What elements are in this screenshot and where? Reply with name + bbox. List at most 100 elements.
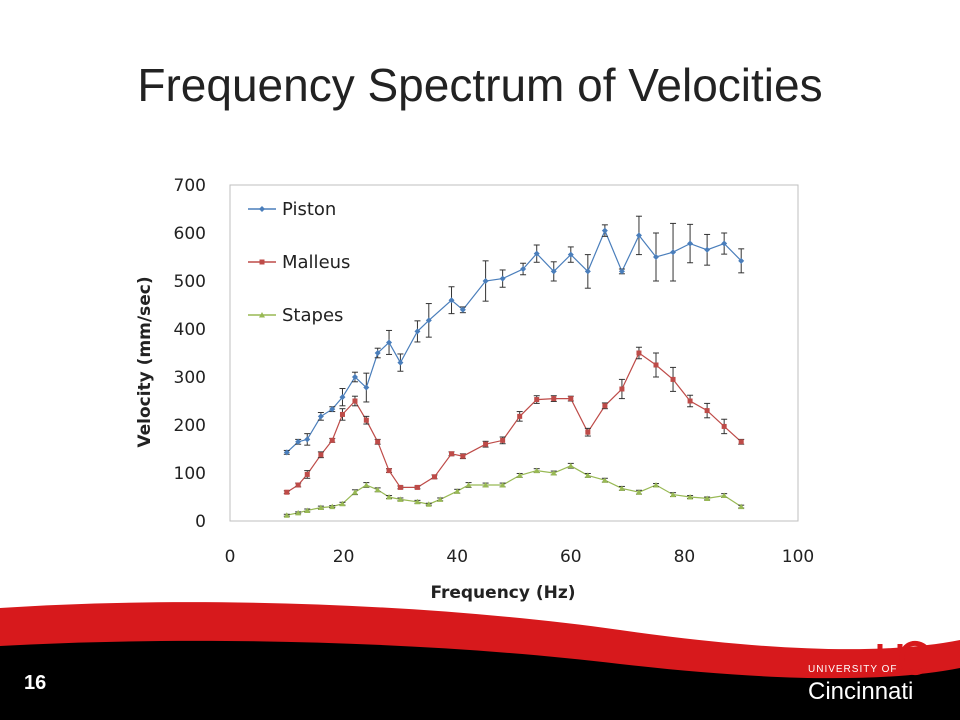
data-point	[431, 474, 437, 480]
data-point	[601, 477, 608, 483]
data-point	[533, 250, 540, 257]
series-piston	[283, 215, 745, 456]
data-point	[721, 492, 728, 499]
data-point	[363, 384, 370, 391]
data-point	[363, 482, 370, 488]
data-point	[687, 240, 694, 247]
data-point	[618, 268, 625, 275]
x-tick-label: 80	[674, 547, 696, 567]
data-point	[414, 498, 421, 505]
legend-label: Piston	[282, 199, 336, 220]
data-point	[687, 398, 693, 404]
data-point	[414, 484, 420, 490]
data-point	[482, 482, 489, 488]
data-point	[375, 439, 381, 445]
data-point	[460, 453, 466, 459]
y-axis-title: Velocity (mm/sec)	[135, 276, 155, 447]
legend-entry: Malleus	[248, 252, 350, 273]
data-point	[318, 452, 324, 458]
legend-marker	[259, 259, 265, 265]
data-point	[414, 328, 421, 335]
data-point	[295, 438, 302, 445]
data-point	[351, 374, 358, 380]
legend-marker	[259, 312, 265, 318]
data-point	[636, 350, 642, 356]
data-point	[653, 362, 659, 368]
data-point	[425, 501, 432, 507]
data-point	[635, 489, 642, 495]
data-point	[283, 449, 290, 456]
data-point	[363, 417, 369, 423]
data-point	[670, 376, 676, 382]
data-point	[721, 423, 727, 429]
data-point	[284, 489, 290, 495]
data-point	[339, 500, 346, 507]
data-point	[304, 436, 311, 443]
logo-line1: UNIVERSITY OF	[808, 664, 898, 675]
data-point	[653, 254, 659, 260]
data-point	[584, 472, 591, 478]
x-tick-label: 100	[782, 547, 814, 567]
y-tick-label: 700	[174, 176, 206, 196]
data-point	[567, 462, 574, 469]
legend-entry: Piston	[248, 199, 336, 220]
slide-title: Frequency Spectrum of Velocities	[137, 59, 823, 111]
data-point	[601, 227, 608, 234]
data-point	[374, 486, 381, 493]
logo-line2: Cincinnati	[808, 678, 914, 705]
x-axis-title: Frequency (Hz)	[430, 583, 575, 603]
data-point	[534, 397, 540, 403]
data-point	[670, 491, 677, 498]
data-point	[653, 482, 659, 488]
data-point	[295, 482, 301, 488]
data-point	[516, 472, 523, 478]
data-point	[602, 403, 608, 409]
data-point	[425, 317, 432, 324]
data-point	[670, 249, 677, 256]
y-tick-label: 600	[174, 224, 206, 244]
data-point	[499, 275, 506, 282]
data-point	[738, 503, 745, 510]
data-point	[704, 246, 711, 253]
data-point	[520, 266, 527, 272]
data-point	[304, 507, 311, 513]
data-point	[397, 496, 404, 502]
data-point	[618, 485, 625, 491]
data-point	[397, 484, 403, 490]
legend-marker	[259, 206, 265, 212]
x-tick-label: 0	[225, 547, 236, 567]
data-point	[738, 439, 744, 445]
plot-area	[229, 184, 799, 522]
data-point	[317, 413, 324, 420]
data-point	[483, 441, 489, 447]
data-point	[339, 411, 345, 417]
data-point	[499, 482, 506, 488]
data-point	[619, 386, 625, 392]
data-point	[704, 495, 711, 501]
data-point	[386, 494, 393, 500]
data-point	[339, 394, 346, 401]
data-point	[584, 268, 591, 275]
uc-seal-icon	[877, 640, 928, 676]
data-point	[295, 509, 302, 516]
data-point	[304, 471, 310, 477]
legend-entry: Stapes	[248, 305, 343, 326]
y-tick-label: 100	[174, 464, 206, 484]
y-tick-label: 500	[174, 272, 206, 292]
data-point	[351, 489, 358, 495]
data-point	[721, 240, 728, 247]
series-stapes	[283, 462, 745, 518]
data-point	[329, 437, 335, 443]
y-tick-label: 400	[174, 320, 206, 340]
data-point	[551, 396, 557, 402]
data-point	[500, 437, 506, 443]
x-tick-label: 20	[333, 547, 355, 567]
footer-black-band	[0, 640, 960, 720]
data-point	[283, 512, 290, 518]
x-tick-label: 40	[446, 547, 468, 567]
data-point	[585, 429, 591, 435]
data-point	[386, 468, 392, 474]
series-malleus	[283, 346, 745, 495]
data-point	[635, 232, 642, 239]
